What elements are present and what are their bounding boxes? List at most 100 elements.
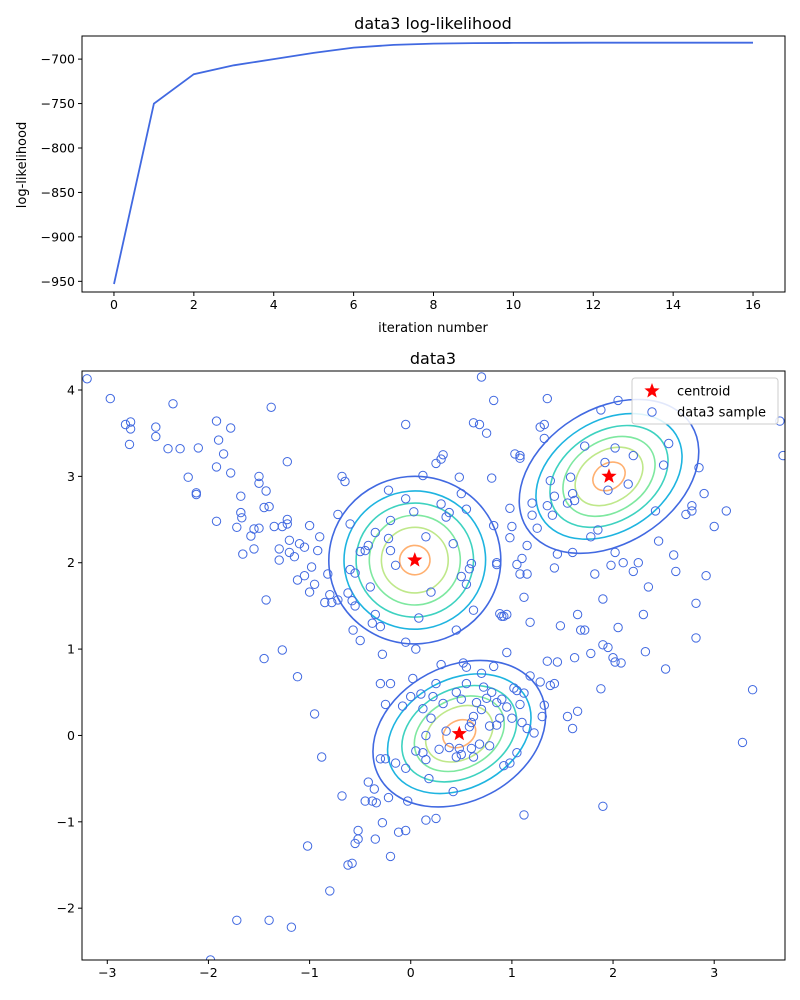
contour-level [398, 544, 431, 576]
sample-point [451, 752, 461, 762]
sample-point [569, 653, 580, 663]
sample-point [421, 532, 431, 542]
sample-point [664, 438, 674, 449]
top-plot-frame [81, 35, 786, 293]
sample-point [292, 575, 303, 585]
sample-point [517, 553, 527, 564]
sample-point [492, 559, 502, 570]
sample-point [623, 479, 633, 489]
sample-point [502, 609, 512, 620]
sample-point [572, 706, 583, 716]
sample-point [211, 416, 222, 426]
sample-point [282, 514, 292, 525]
sample-point [505, 758, 515, 768]
sample-point [317, 752, 327, 762]
sample-point [238, 549, 248, 559]
sample-point [527, 498, 537, 508]
sample-point [489, 520, 499, 531]
sample-point [345, 519, 355, 529]
sample-point [586, 648, 596, 659]
top-x-tick-label: 8 [430, 297, 438, 312]
sample-point [549, 563, 560, 573]
sample-point [545, 680, 555, 691]
sample-point [596, 405, 606, 415]
sample-point [309, 579, 320, 589]
sample-point [282, 519, 292, 529]
sample-point [236, 507, 246, 518]
sample-point [431, 678, 441, 689]
sample-point [369, 784, 379, 794]
sample-point [451, 687, 461, 697]
sample-point [545, 476, 555, 486]
sample-point [522, 723, 532, 734]
sample-point [193, 443, 204, 453]
sample-point [468, 418, 479, 428]
sample-point [519, 688, 529, 698]
sample-point [616, 658, 626, 668]
top-x-tick-label: 4 [270, 297, 278, 312]
sample-point [436, 659, 446, 670]
sample-point [474, 739, 485, 749]
sample-point [468, 605, 479, 615]
sample-point [292, 672, 303, 682]
legend-label: centroid [677, 385, 730, 400]
centroid-star [407, 552, 423, 567]
sample-point [163, 444, 173, 454]
sample-point [431, 813, 441, 824]
bottom-y-tick-label: 3 [67, 469, 75, 484]
sample-point [431, 458, 441, 469]
legend-label: data3 sample [677, 406, 766, 421]
sample-point [418, 470, 428, 481]
sample-point [694, 463, 704, 473]
contour-level [424, 704, 494, 763]
sample-point [274, 544, 284, 554]
sample-point [596, 684, 606, 694]
sample-point [515, 450, 525, 461]
sample-point [370, 527, 380, 538]
sample-point [542, 393, 552, 404]
sample-point [481, 428, 492, 438]
sample-point [456, 571, 466, 582]
sample-point [598, 640, 608, 650]
sample-point [375, 678, 386, 689]
sample-point [507, 713, 517, 723]
sample-point [304, 520, 315, 531]
sample-point [226, 468, 236, 478]
sample-point [259, 502, 269, 513]
sample-point [370, 834, 380, 844]
sample-point [512, 559, 522, 570]
sample-point [237, 513, 247, 523]
sample-point [347, 596, 357, 606]
contour-level [549, 424, 669, 529]
sample-point [603, 485, 613, 495]
sample-point [535, 677, 545, 687]
sample-point [428, 691, 438, 702]
sample-point [658, 460, 669, 470]
sample-point [461, 579, 472, 589]
sample-point [306, 562, 317, 572]
sample-point [512, 685, 522, 696]
sample-point [487, 687, 497, 697]
sample-point [401, 763, 411, 773]
sample-point [269, 521, 279, 532]
sample-point [481, 693, 492, 703]
sample-point [555, 621, 566, 631]
sample-point [461, 504, 472, 514]
sample-point [610, 443, 620, 453]
sample-point [471, 697, 482, 708]
sample-point [572, 609, 583, 620]
sample-point [236, 491, 246, 501]
sample-point [468, 752, 479, 762]
contour-level [386, 673, 532, 795]
sample-point [525, 617, 535, 627]
sample-point [660, 664, 671, 674]
sample-point [529, 728, 539, 738]
sample-point [598, 801, 608, 811]
sample-point [542, 501, 552, 511]
sample-point [365, 582, 375, 592]
sample-point [304, 587, 315, 597]
top-x-tick-label: 16 [745, 297, 761, 312]
sample-point [549, 491, 560, 501]
scatter-chart: data3 −3 −2 −1 0 1 2 3 −2 −1 0 1 2 3 4 centroid data3… [57, 349, 786, 980]
sample-point [509, 683, 519, 693]
